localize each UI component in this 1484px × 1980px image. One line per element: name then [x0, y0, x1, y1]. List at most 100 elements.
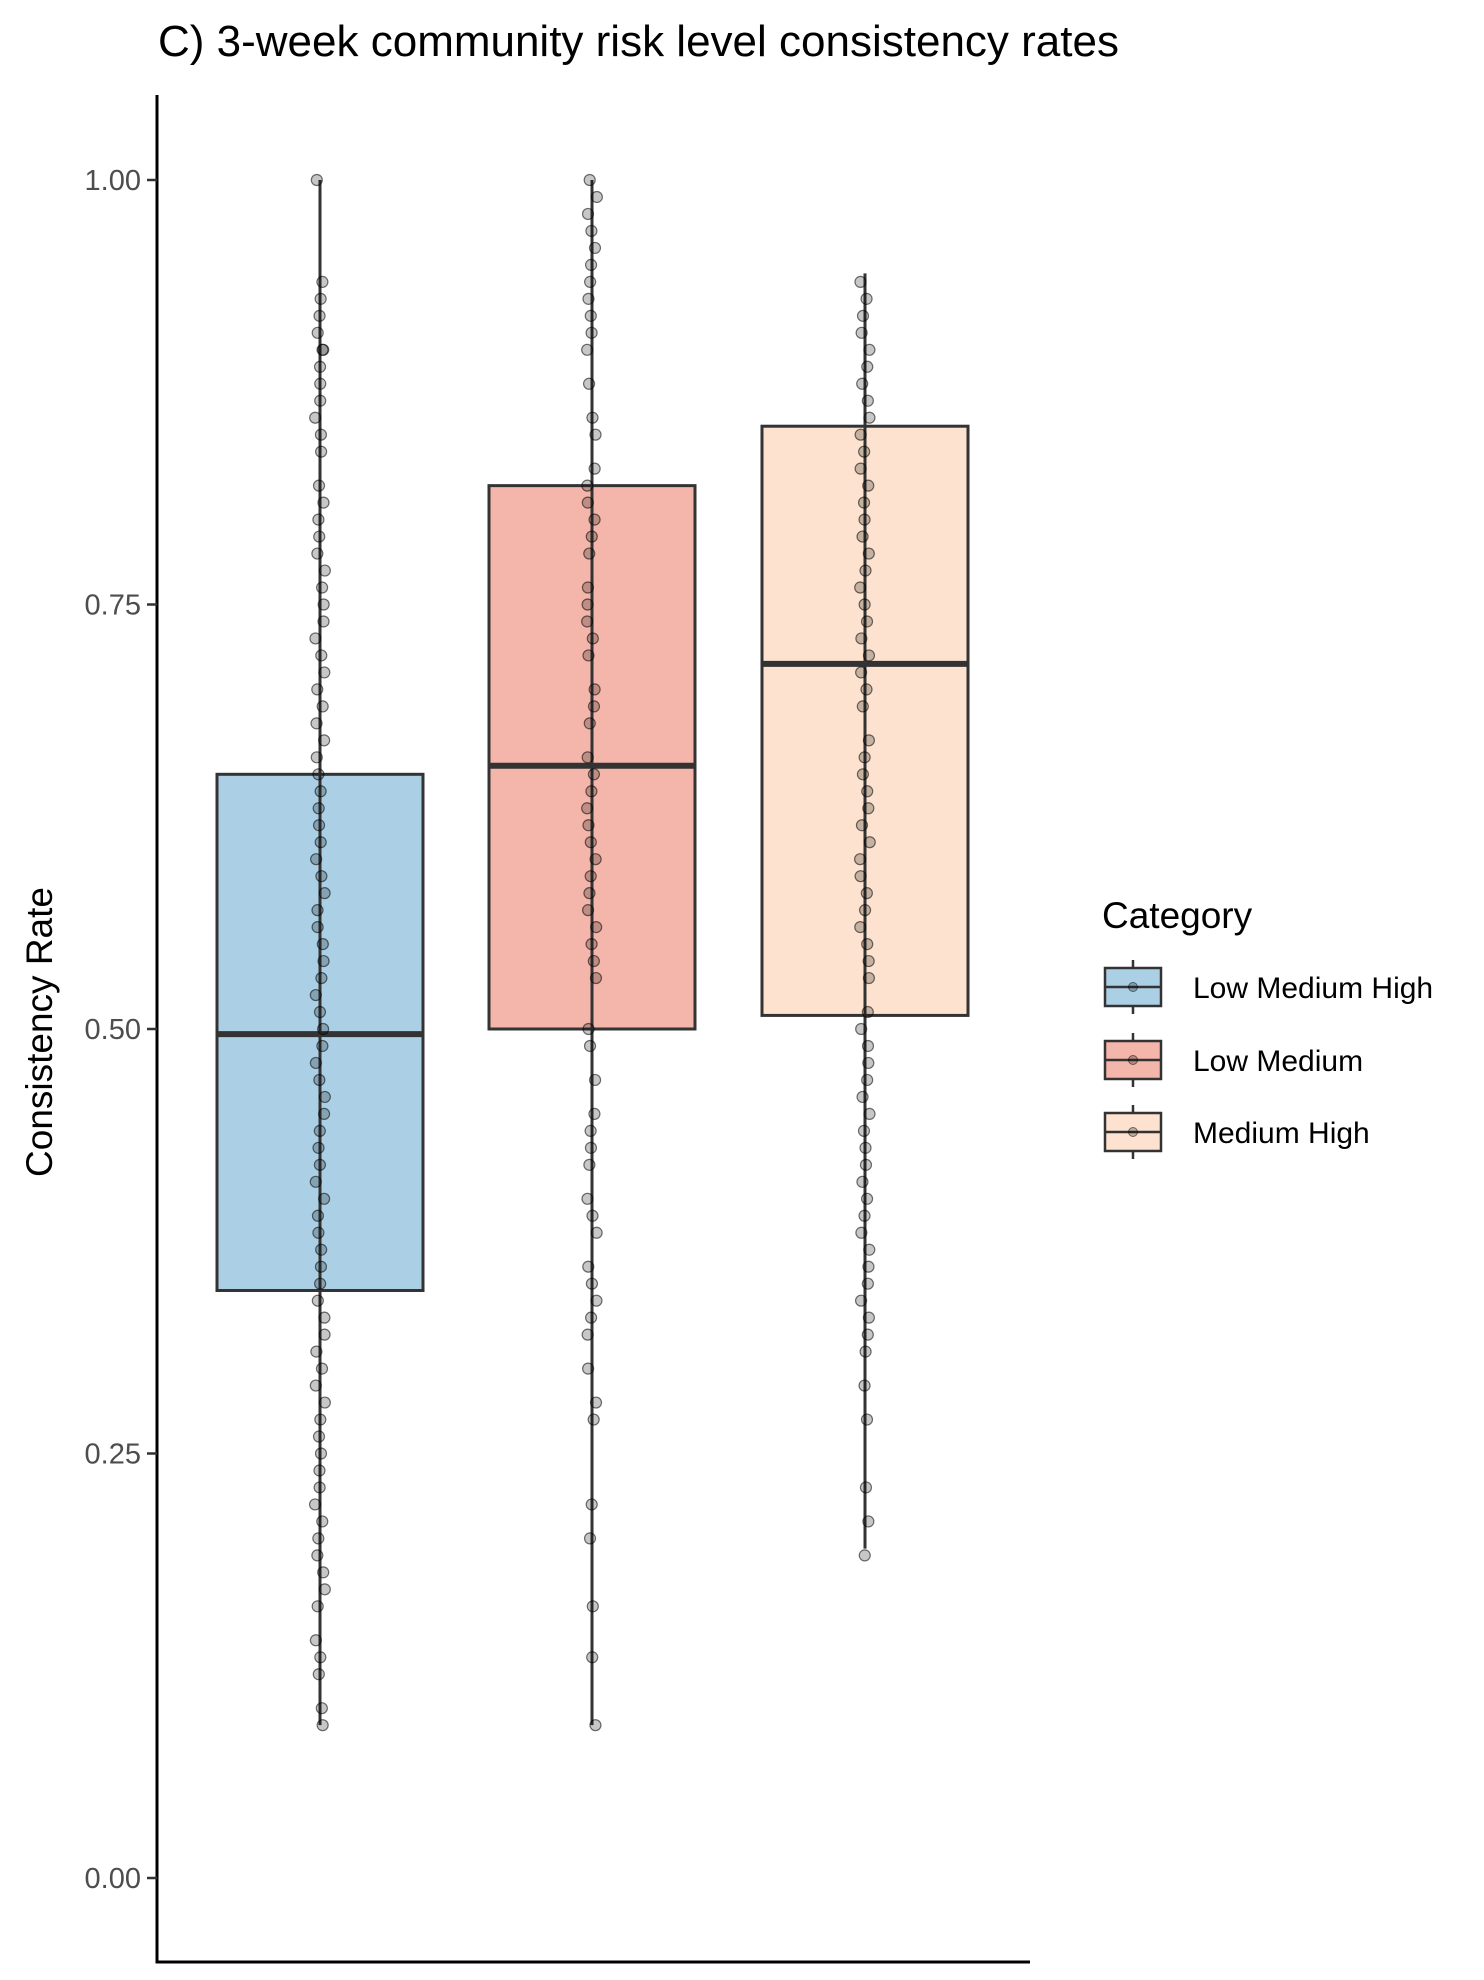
data-point [861, 1328, 874, 1341]
data-point [589, 1719, 602, 1732]
data-point [316, 1719, 329, 1732]
data-point [589, 853, 602, 866]
data-point [314, 836, 327, 849]
data-point [314, 1277, 327, 1290]
data-point [858, 445, 871, 458]
data-point [860, 1192, 874, 1205]
data-point [582, 1362, 595, 1375]
data-point [582, 1260, 595, 1273]
data-point [856, 377, 869, 390]
data-point [309, 1379, 322, 1392]
data-point [310, 173, 323, 187]
y-tick-label: 0.75 [85, 590, 141, 622]
legend-entry-label: Medium High [1193, 1117, 1370, 1150]
data-point [316, 1022, 330, 1036]
data-point [311, 1209, 325, 1222]
data-point [317, 615, 330, 628]
data-point [312, 1226, 325, 1239]
data-point [855, 1226, 868, 1239]
data-point [581, 598, 594, 611]
data-point [308, 1498, 322, 1511]
data-point [310, 853, 323, 866]
y-axis-label: Consistency Rate [19, 887, 60, 1177]
data-point [588, 1107, 601, 1121]
data-point [313, 1464, 326, 1477]
data-point [863, 343, 876, 356]
data-point [588, 462, 601, 475]
data-point [858, 513, 871, 526]
data-point [312, 802, 325, 815]
data-point [317, 1107, 331, 1121]
data-point [862, 547, 875, 560]
data-point [861, 1039, 875, 1053]
data-point [313, 1481, 326, 1494]
data-point [581, 343, 594, 356]
data-point [312, 768, 325, 781]
data-point [858, 904, 872, 917]
data-point [862, 971, 876, 985]
data-point [582, 292, 595, 305]
data-point [318, 887, 331, 900]
data-point [581, 1192, 594, 1205]
data-point [583, 547, 596, 560]
data-point [584, 1141, 598, 1154]
data-point [860, 1413, 874, 1426]
data-point [859, 1141, 872, 1154]
data-point [862, 954, 875, 968]
data-point [587, 700, 601, 713]
legend-entry: Low Medium High [1103, 960, 1433, 1014]
data-point [585, 785, 598, 798]
data-point [857, 1124, 871, 1137]
data-point [318, 1396, 331, 1409]
data-point [314, 1447, 328, 1460]
data-point [314, 377, 327, 390]
data-point [317, 954, 330, 968]
data-point [854, 921, 867, 934]
data-point [313, 360, 327, 373]
data-point [310, 717, 323, 730]
legend-title: Category [1102, 895, 1253, 936]
y-tick-label: 0.25 [85, 1439, 141, 1471]
data-point [309, 632, 322, 645]
data-point [312, 479, 326, 492]
legend-entry-label: Low Medium [1193, 1045, 1363, 1078]
data-point [583, 1532, 597, 1545]
data-point [859, 1345, 872, 1358]
legend-entry: Low Medium [1103, 1033, 1363, 1087]
data-point [314, 1260, 328, 1273]
data-point [316, 937, 329, 951]
box-group [215, 173, 425, 1732]
data-point [582, 649, 595, 662]
legend-key-point [1128, 1127, 1138, 1137]
data-point [581, 479, 594, 492]
data-point [312, 1141, 325, 1154]
data-point [858, 1209, 871, 1222]
data-point [311, 683, 324, 696]
data-point [856, 1175, 869, 1188]
data-point [318, 1583, 331, 1596]
data-point [584, 258, 598, 271]
data-point [861, 360, 874, 373]
data-point [315, 445, 328, 458]
data-point [585, 1498, 598, 1511]
data-point [862, 1311, 875, 1324]
data-point [855, 819, 869, 832]
data-point [309, 1175, 322, 1188]
data-point [860, 615, 874, 628]
data-point [583, 173, 596, 187]
data-point [313, 1124, 326, 1137]
data-point [318, 1311, 331, 1324]
data-point [311, 326, 324, 339]
plot-area [215, 173, 970, 1732]
data-point [588, 241, 602, 255]
data-point [582, 1022, 595, 1036]
data-point [315, 971, 328, 985]
data-point [313, 530, 326, 543]
box-group [760, 273, 970, 1562]
data-point [588, 1073, 602, 1087]
data-point [859, 1481, 873, 1494]
data-point [315, 1702, 328, 1715]
data-point [315, 581, 329, 594]
data-point [863, 411, 876, 424]
